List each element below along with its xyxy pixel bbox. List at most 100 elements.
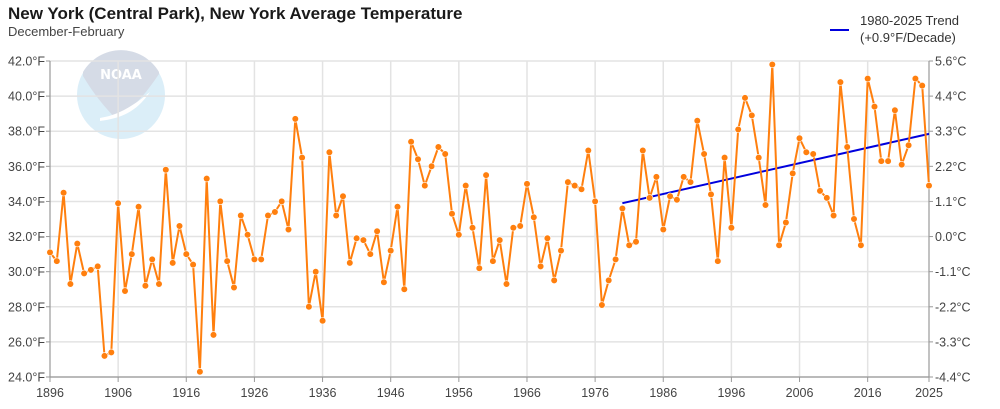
data-point: [182, 250, 190, 258]
data-point: [795, 134, 804, 142]
x-tick-label: 1996: [717, 386, 745, 400]
data-point: [325, 148, 334, 156]
data-point: [148, 255, 156, 264]
data-point: [686, 178, 695, 186]
data-point: [611, 255, 620, 264]
data-point: [80, 269, 88, 278]
data-point: [114, 199, 122, 207]
data-point: [693, 117, 701, 125]
data-point: [196, 368, 204, 376]
noaa-logo-upper: [83, 50, 159, 118]
x-tick-label: 1986: [649, 386, 677, 400]
data-point: [632, 238, 640, 246]
legend-trend-line1: 1980-2025 Trend: [860, 13, 960, 28]
data-point: [373, 227, 381, 235]
chart-title: New York (Central Park), New York Averag…: [8, 4, 463, 23]
data-point: [652, 173, 661, 181]
y-tick-label-right: 5.6°C: [935, 55, 966, 69]
data-point: [366, 250, 374, 258]
data-point: [904, 141, 913, 149]
data-point: [727, 224, 736, 232]
y-tick-label-left: 30.0°F: [8, 265, 45, 279]
data-point: [809, 150, 817, 158]
data-point: [46, 248, 54, 256]
data-point: [857, 241, 865, 249]
data-point: [319, 317, 327, 325]
data-point: [468, 224, 477, 232]
x-tick-label: 1966: [513, 386, 541, 400]
data-point: [564, 178, 572, 186]
y-tick-label-left: 40.0°F: [8, 90, 45, 104]
y-tick-label-left: 42.0°F: [8, 55, 45, 69]
data-point: [128, 250, 136, 258]
data-point: [107, 348, 115, 357]
data-point: [496, 236, 504, 244]
data-point: [925, 182, 933, 190]
data-point: [768, 60, 776, 69]
x-tick-label: 1946: [377, 386, 405, 400]
noaa-logo-watermark: NOAA: [77, 50, 165, 139]
data-point: [850, 215, 858, 223]
data-point: [843, 143, 851, 151]
data-point: [359, 236, 368, 244]
data-point: [250, 255, 258, 264]
data-point: [734, 125, 742, 134]
y-tick-label-right: 4.4°C: [935, 90, 966, 104]
x-tick-label: 1906: [104, 386, 132, 400]
legend-trend-swatch: [830, 29, 849, 31]
y-tick-label-right: -1.1°C: [935, 265, 971, 279]
data-point: [209, 331, 218, 339]
x-tick-label: 2016: [854, 386, 882, 400]
data-point: [659, 225, 667, 234]
data-point: [516, 222, 524, 230]
data-point: [291, 115, 299, 123]
x-tick-label: 1916: [172, 386, 200, 400]
y-tick-label-left: 28.0°F: [8, 300, 45, 314]
data-point: [550, 276, 558, 285]
data-point: [414, 155, 422, 163]
data-point: [502, 280, 511, 288]
data-point: [59, 189, 68, 197]
data-point: [605, 276, 613, 285]
x-tick-label: 1896: [36, 386, 64, 400]
data-point: [434, 143, 443, 151]
data-point: [455, 231, 463, 239]
data-point: [530, 213, 538, 221]
x-tick-label: 1936: [309, 386, 337, 400]
data-point: [271, 208, 279, 216]
data-point: [407, 138, 415, 146]
data-point: [216, 197, 224, 205]
series-layer: [46, 60, 933, 376]
y-tick-label-right: 0.0°C: [935, 230, 966, 244]
data-point: [162, 166, 170, 174]
data-point: [557, 247, 565, 255]
data-point: [298, 154, 306, 162]
data-point: [645, 194, 654, 202]
data-point: [223, 257, 231, 265]
y-tick-label-right: 2.2°C: [935, 160, 966, 174]
data-point: [421, 182, 429, 190]
data-point: [244, 231, 252, 239]
data-point: [898, 161, 906, 169]
legend-trend-label: 1980-2025 Trend (+0.9°F/Decade): [860, 12, 959, 46]
data-point: [836, 78, 845, 86]
data-point: [257, 255, 265, 264]
data-point: [387, 247, 395, 255]
data-point: [284, 225, 293, 234]
x-tick-label: 2025: [915, 386, 943, 400]
data-point: [523, 180, 531, 188]
y-tick-label-right: -3.3°C: [935, 335, 971, 349]
data-point: [73, 240, 81, 248]
data-point: [400, 285, 408, 293]
x-tick-label: 2006: [786, 386, 814, 400]
data-point: [346, 259, 354, 267]
data-point: [441, 150, 449, 158]
data-point: [230, 283, 238, 292]
data-point: [393, 203, 402, 211]
data-point: [100, 352, 109, 360]
data-point: [53, 257, 61, 265]
x-tick-label: 1926: [241, 386, 269, 400]
data-point: [380, 278, 388, 286]
data-point: [918, 81, 926, 90]
data-point: [332, 211, 340, 220]
